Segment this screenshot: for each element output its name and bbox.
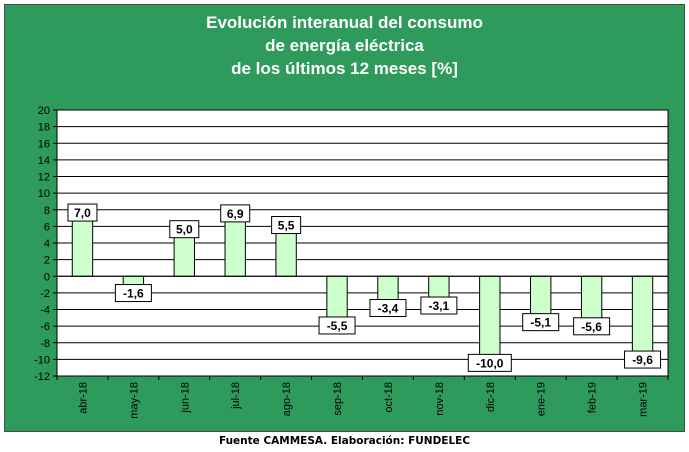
bar xyxy=(580,275,603,324)
y-tick-label: -10 xyxy=(34,354,50,366)
x-tick-label: oct-18 xyxy=(383,382,395,413)
bar xyxy=(479,275,501,360)
bar-chart: -12 -10 -8 -6 -4 -2 0 2 4 6 8 10 12 14 16 18 20 7,0 -1,6 5,… xyxy=(34,105,669,419)
data-label-box xyxy=(67,203,98,222)
data-label-box xyxy=(318,316,356,335)
data-label-box xyxy=(271,216,302,235)
x-tick-label: dic-18 xyxy=(485,382,497,412)
bar xyxy=(173,234,195,277)
x-tick-label: abr-18 xyxy=(77,382,89,414)
y-tick-label: -12 xyxy=(34,371,50,383)
bar xyxy=(224,218,246,277)
data-label: 5,5 xyxy=(278,219,295,233)
data-label-box xyxy=(220,204,251,223)
data-label-box xyxy=(573,317,611,336)
source-footer: Fuente CAMMESA. Elaboración: FUNDELEC xyxy=(218,435,471,447)
y-tick-label: -4 xyxy=(40,305,50,317)
bar xyxy=(71,217,94,277)
y-tick-label: 12 xyxy=(38,172,50,184)
y-tick-label: -2 xyxy=(40,288,50,300)
data-label-box xyxy=(522,313,560,332)
data-label: -5,6 xyxy=(581,320,602,334)
data-label: -3,4 xyxy=(378,302,399,316)
bar xyxy=(530,275,552,320)
y-tick-label: 20 xyxy=(38,105,50,117)
data-label: -5,1 xyxy=(530,316,551,330)
data-label: -1,6 xyxy=(123,287,144,301)
data-label-box xyxy=(369,299,407,318)
x-tick-label: jun-18 xyxy=(179,382,191,414)
data-label: -10,0 xyxy=(476,356,504,370)
x-tick-label: feb-19 xyxy=(587,382,599,413)
x-tick-label: may-18 xyxy=(128,382,140,419)
y-tick-label: 4 xyxy=(44,238,50,250)
data-label-box xyxy=(114,284,152,303)
y-tick-label: 6 xyxy=(44,221,50,233)
y-tick-label: -6 xyxy=(40,321,50,333)
y-tick-label: 10 xyxy=(38,188,50,200)
data-label: 5,0 xyxy=(176,223,193,237)
data-label-box xyxy=(467,353,512,372)
data-label: -3,1 xyxy=(429,299,450,313)
y-tick-label: 2 xyxy=(44,255,50,267)
data-label: 7,0 xyxy=(74,206,91,220)
y-tick-label: 8 xyxy=(44,205,50,217)
x-tick-label: sep-18 xyxy=(332,382,344,416)
y-tick-label: 0 xyxy=(44,271,50,283)
data-label-box xyxy=(420,296,458,315)
chart-title-line-3: de los últimos 12 meses [%] xyxy=(231,59,458,78)
chart-title-line-1: Evolución interanual del consumo xyxy=(206,13,483,32)
bar xyxy=(275,230,297,277)
data-label-box xyxy=(624,350,662,369)
x-tick-label: jul-18 xyxy=(230,382,242,410)
data-label-box xyxy=(169,220,200,239)
data-label: 6,9 xyxy=(227,207,244,221)
data-label: -5,5 xyxy=(327,319,348,333)
data-label: -9,6 xyxy=(632,353,653,367)
x-tick-label: mar-19 xyxy=(638,382,650,417)
x-tick-label: nov-18 xyxy=(434,382,446,416)
bar xyxy=(326,275,348,323)
x-tick-label: ago-18 xyxy=(281,382,293,416)
y-tick-label: 16 xyxy=(38,138,50,150)
chart-title-line-2: de energía eléctrica xyxy=(265,36,424,55)
y-tick-label: -8 xyxy=(40,338,50,350)
x-tick-label: ene-19 xyxy=(536,382,548,416)
y-tick-label: 14 xyxy=(38,155,50,167)
y-tick-label: 18 xyxy=(38,122,50,134)
bar xyxy=(631,275,654,357)
